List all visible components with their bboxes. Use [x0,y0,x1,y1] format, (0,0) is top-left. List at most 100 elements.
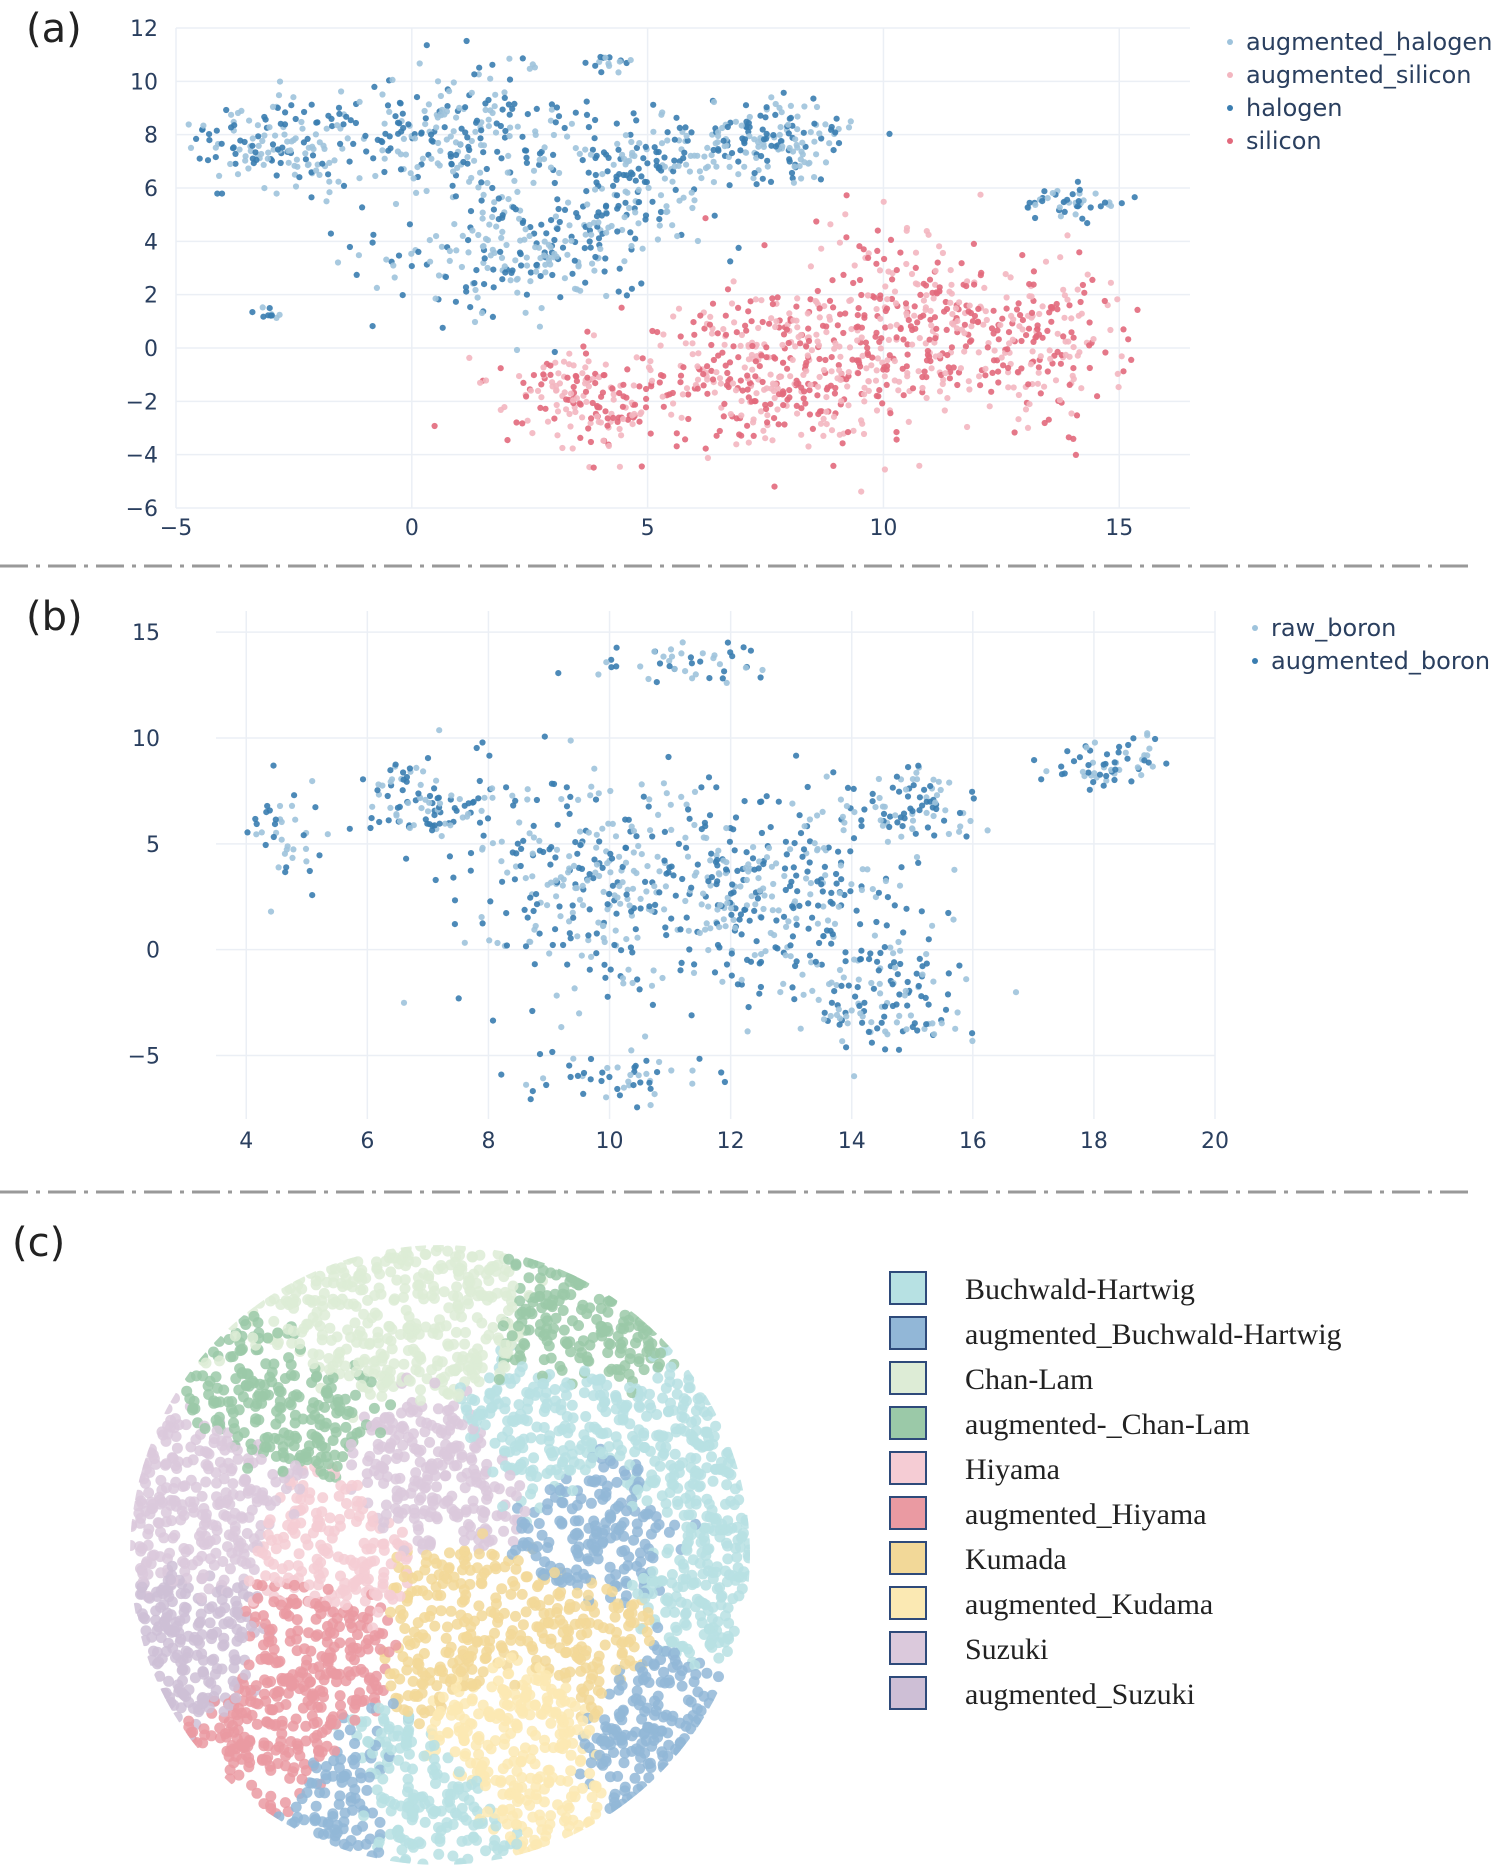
point-augmented_halogen [331,157,338,164]
point-raw_boron [698,901,705,908]
point-halogen [602,255,609,262]
point-halogen [638,173,645,180]
point-augmented-_Chan-Lam [385,1399,397,1411]
point-halogen [335,104,343,111]
point-augmented_halogen [513,276,520,283]
point-augmented_halogen [386,108,393,115]
point-silicon [995,379,1002,386]
point-raw_boron [758,951,765,958]
point-silicon [715,352,722,359]
point-raw_boron [799,971,806,978]
point-augmented_silicon [976,373,983,380]
point-silicon [720,413,727,420]
point-augmented_boron [536,930,543,937]
point-halogen [656,216,663,223]
point-augmented_halogen [605,224,612,231]
point-augmented_silicon [911,312,918,319]
point-silicon [905,317,912,324]
point-augmented_silicon [647,358,654,365]
point-augmented_silicon [928,365,935,372]
point-silicon [882,307,889,315]
point-halogen [1101,199,1109,206]
point-augmented_halogen [582,231,589,238]
point-augmented_halogen [242,153,249,160]
point-halogen [753,181,760,188]
point-raw_boron [835,903,842,910]
point-Suzuki [410,1467,422,1479]
point-Hiyama [263,1556,275,1567]
point-augmented_boron [724,639,732,646]
point-augmented_halogen [696,168,704,175]
point-augmented_halogen [799,139,806,146]
point-augmented_boron [533,796,541,804]
point-raw_boron [783,923,790,931]
point-augmented_boron [653,679,660,686]
point-raw_boron [875,775,883,783]
point-augmented_halogen [845,124,853,131]
y-tick-label: −5 [128,1045,160,1070]
point-halogen [1118,200,1125,207]
point-augmented_boron [555,670,562,677]
point-silicon [564,374,571,381]
point-halogen [223,106,230,114]
point-augmented_boron [633,833,640,840]
point-raw_boron [750,844,757,851]
point-halogen [710,146,717,154]
point-halogen [640,155,647,162]
point-augmented_halogen [541,238,548,245]
point-raw_boron [557,874,565,881]
point-halogen [1074,203,1081,210]
point-halogen [213,127,220,134]
point-augmented_silicon [585,383,593,390]
point-augmented_boron [1070,758,1078,765]
point-augmented_halogen [438,243,445,250]
point-Buchwald-Hartwig [654,1460,666,1472]
point-augmented_boron [921,786,928,793]
point-augmented_boron [646,903,653,910]
point-augmented_boron [809,914,816,921]
point-halogen [583,111,591,118]
point-augmented_boron [833,880,840,887]
point-augmented_boron [1090,779,1097,786]
point-augmented_boron [432,876,439,884]
point-raw_boron [604,906,611,913]
point-halogen [828,123,835,131]
point-augmented_Buchwald-Hartwig [319,1787,331,1799]
point-augmented_boron [628,908,635,915]
point-halogen [314,119,321,126]
point-augmented_boron [843,1044,850,1051]
point-Hiyama [334,1520,346,1532]
point-augmented_boron [1100,782,1107,789]
point-augmented_boron [613,910,620,917]
point-augmented_halogen [797,156,804,163]
point-halogen [751,170,758,177]
point-augmented_boron [915,859,922,867]
point-augmented_silicon [764,412,771,419]
point-augmented_halogen [542,261,549,268]
point-augmented_silicon [737,342,744,349]
point-raw_boron [595,671,602,678]
point-augmented_boron [831,988,838,995]
point-augmented_silicon [827,221,834,228]
point-raw_boron [617,900,624,907]
point-halogen [671,136,678,143]
point-augmented_Buchwald-Hartwig [355,1772,367,1784]
point-augmented_halogen [288,138,295,145]
point-augmented_halogen [1049,190,1056,197]
point-silicon [724,369,731,377]
point-augmented-_Chan-Lam [623,1368,635,1380]
point-augmented_silicon [679,391,687,398]
point-raw_boron [896,1012,903,1020]
point-augmented_silicon [682,340,689,347]
point-augmented_silicon [779,341,786,349]
point-halogen [340,182,348,189]
point-raw_boron [1149,763,1156,770]
x-tick-label: 0 [405,516,419,541]
point-augmented_silicon [903,260,910,268]
point-augmented_boron [666,663,673,670]
point-raw_boron [504,869,511,876]
point-silicon [783,326,791,333]
point-raw_boron [1141,752,1148,759]
point-augmented_halogen [265,149,272,156]
point-Buchwald-Hartwig [417,1858,429,1865]
